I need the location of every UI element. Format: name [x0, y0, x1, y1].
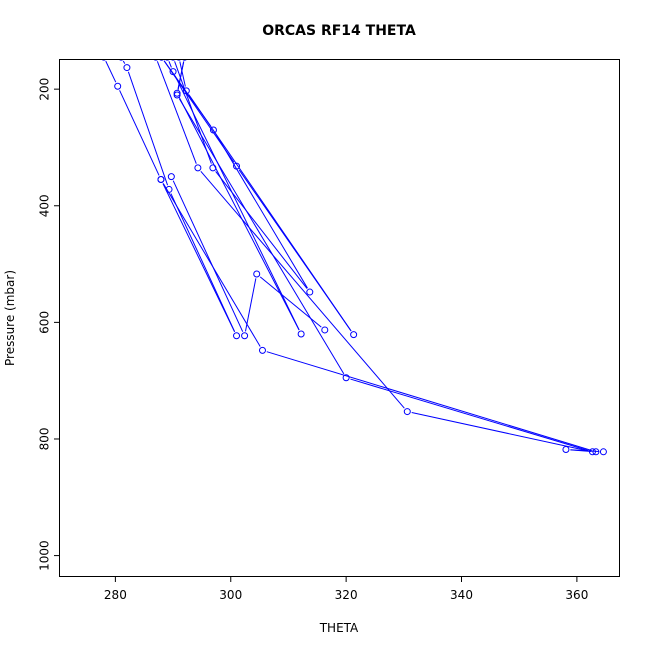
series-5-segment: [174, 61, 212, 164]
y-tick-label: 800: [38, 428, 52, 451]
series-4-segment: [156, 61, 197, 164]
y-tick-label: 1000: [38, 540, 52, 571]
series-4-segment: [200, 170, 405, 409]
series-4-segment: [177, 61, 185, 91]
series-4-point: [342, 374, 350, 382]
series-4-point: [403, 408, 411, 416]
series-7-point: [592, 448, 600, 456]
series-2-point: [165, 60, 170, 61]
y-axis-label: Pressure (mbar): [3, 270, 17, 366]
series-3-segment: [179, 61, 186, 87]
series-6-point: [321, 326, 329, 334]
chart-title: ORCAS RF14 THETA: [262, 23, 416, 39]
series-2-segment: [174, 75, 300, 331]
series-7-point: [599, 448, 607, 456]
y-tick-label: 600: [38, 311, 52, 334]
series-3-point: [350, 331, 358, 339]
series-2-point: [297, 330, 305, 338]
plot-frame: [59, 59, 620, 577]
series-5-point: [306, 288, 314, 296]
series-4-point: [194, 164, 202, 172]
series-7-segment: [266, 351, 592, 451]
series-6-point: [253, 270, 261, 278]
x-axis-label: THETA: [319, 621, 359, 635]
series-1-point: [233, 332, 241, 340]
series-1-segment: [105, 60, 117, 83]
series-layer: [101, 60, 607, 456]
series-5-point: [209, 164, 217, 172]
series-5-point: [159, 60, 164, 61]
series-2-segment: [168, 61, 172, 68]
series-4-point: [182, 60, 187, 61]
series-1-segment: [162, 183, 236, 332]
series-7-point: [258, 346, 266, 354]
series-1-point: [101, 60, 106, 61]
series-1-point: [119, 60, 124, 61]
series-6-point: [241, 332, 249, 340]
series-1-point: [123, 64, 131, 72]
series-3-point: [176, 60, 181, 61]
series-6-segment: [172, 180, 244, 332]
y-tick-label: 400: [38, 194, 52, 217]
x-tick-label: 300: [219, 588, 242, 602]
x-tick-label: 320: [335, 588, 358, 602]
series-7-segment: [162, 183, 261, 347]
series-1-point: [114, 82, 122, 90]
series-4-point: [153, 60, 158, 61]
series-5-segment: [215, 133, 308, 289]
series-6-segment: [244, 278, 257, 332]
series-2-segment: [178, 97, 300, 331]
series-5-segment: [215, 171, 308, 289]
y-axis: 200 400 600 800 1000: [38, 78, 60, 571]
series-7-segment: [570, 449, 599, 453]
series-7-point: [562, 445, 570, 453]
series-1-segment: [170, 193, 236, 332]
series-4-point: [173, 91, 181, 99]
x-axis: 280 300 320 340 360: [104, 576, 588, 602]
series-6-point: [167, 173, 175, 181]
series-1-segment: [119, 90, 160, 176]
x-tick-label: 360: [565, 588, 588, 602]
series-1-segment: [122, 60, 126, 64]
series-4-segment: [411, 412, 589, 452]
series-4-segment: [350, 378, 589, 451]
series-7-point: [157, 176, 165, 184]
series-4-segment: [178, 98, 345, 375]
series-5-point: [171, 60, 176, 61]
series-6-segment: [259, 276, 322, 328]
series-3-segment: [188, 94, 352, 332]
x-tick-label: 280: [104, 588, 127, 602]
x-tick-label: 340: [450, 588, 473, 602]
series-1-segment: [127, 71, 169, 186]
y-tick-label: 200: [38, 78, 52, 101]
series-5-segment: [163, 60, 212, 127]
series-5-point: [209, 126, 217, 134]
